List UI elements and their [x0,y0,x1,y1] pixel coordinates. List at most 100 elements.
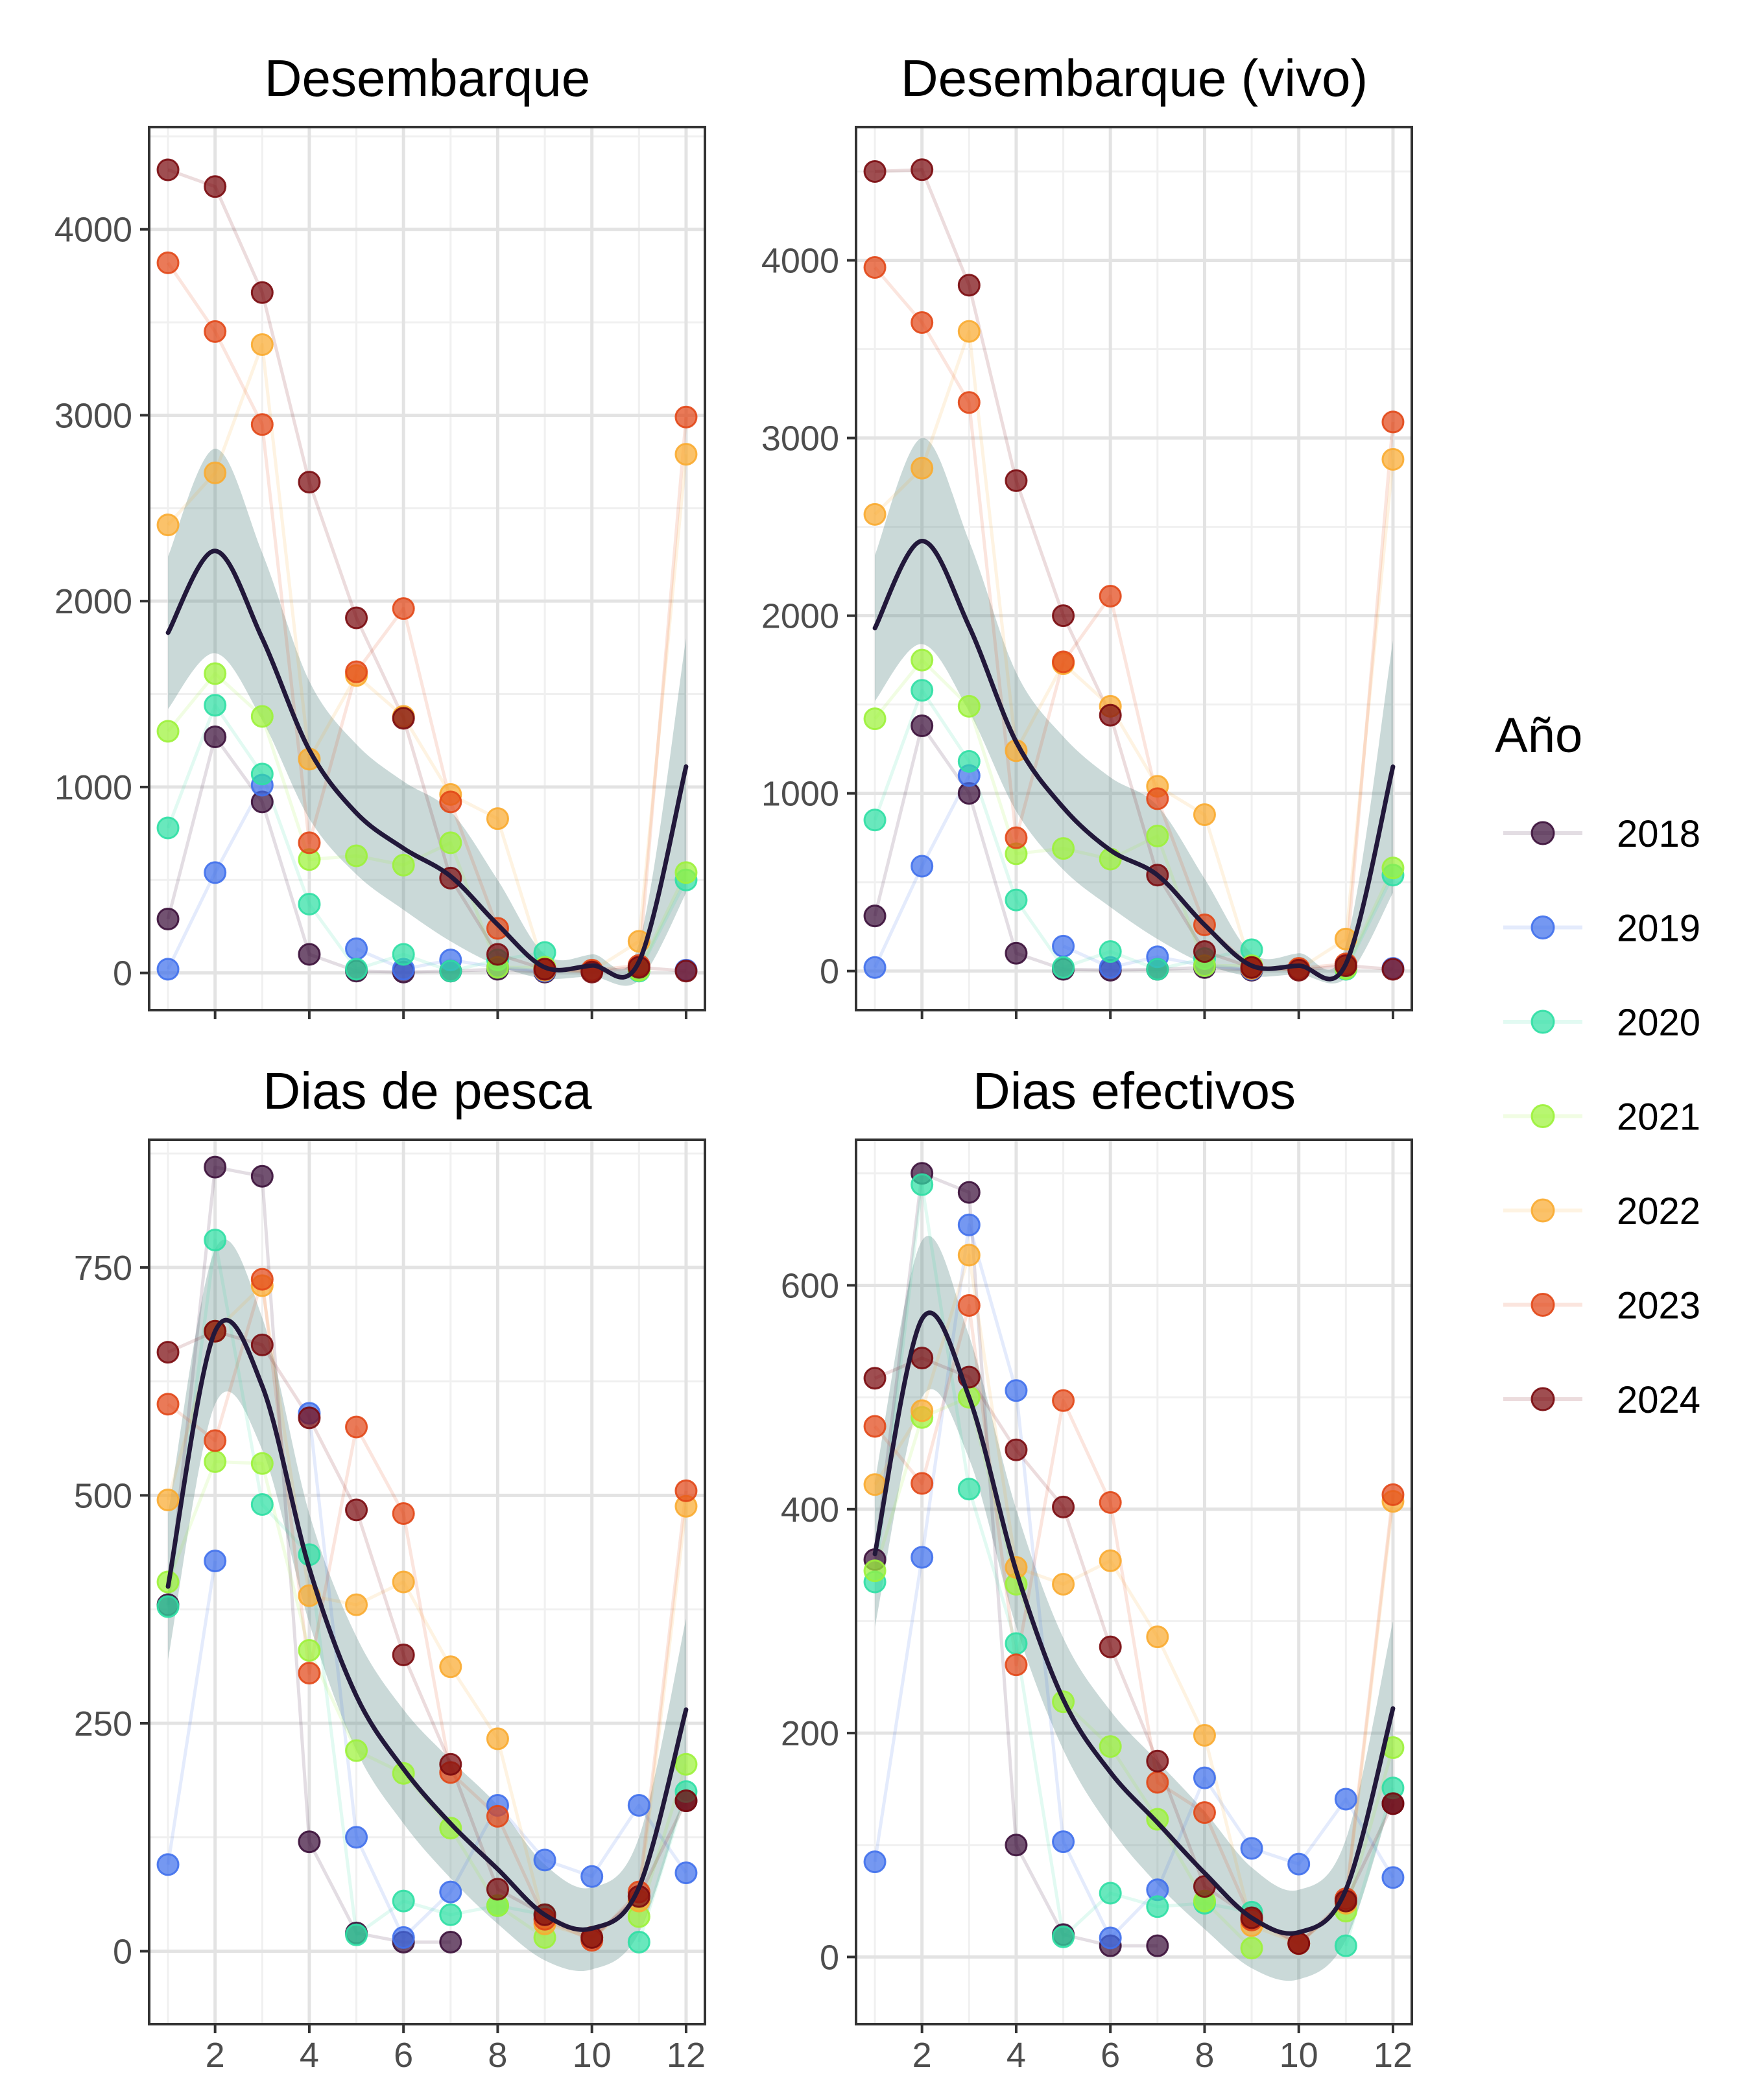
point-2023-m8 [486,1804,509,1828]
point-2021-m1 [156,720,180,743]
point-2019-m6 [392,1926,415,1949]
point-2019-m10 [580,1865,604,1888]
point-2020-m3 [250,762,274,786]
point-2019-m5 [1052,934,1075,958]
point-2021-m12 [1381,856,1405,880]
point-2021-m1 [863,707,887,731]
series-line-2020 [637,879,688,972]
point-2020-m7 [439,960,462,983]
point-2019-m12 [674,1861,698,1885]
point-2020-m7 [1146,958,1169,981]
legend-label: 2022 [1617,1190,1700,1233]
panel-title: Dias de pesca [263,1062,592,1120]
point-2022-m1 [863,1473,887,1496]
point-2024-m1 [156,158,180,182]
point-2021-m6 [1099,1735,1122,1758]
point-2024-m1 [863,160,887,183]
point-2023-m2 [204,320,227,343]
point-2021-m12 [674,1752,698,1776]
point-2021-m7 [439,831,462,855]
point-2021-m12 [674,861,698,884]
point-2023-m4 [1005,826,1028,849]
point-2020-m4 [1005,1632,1028,1655]
panel-border [855,126,1413,1011]
point-2020-m2 [911,679,934,702]
point-2024-m4 [298,1406,321,1430]
x-tick-label: 12 [667,2036,706,2075]
point-2024-m7 [1146,1749,1169,1773]
legend-label: 2023 [1617,1285,1700,1327]
point-2022-m1 [156,1488,180,1511]
point-2023-m12 [674,1479,698,1502]
panel-background [856,1140,1412,2024]
y-tick-label: 400 [781,1491,839,1529]
point-2019-m2 [204,1550,227,1573]
point-2020-m1 [156,1595,180,1618]
point-2023-m12 [674,405,698,429]
legend-key-point [1531,821,1555,845]
point-2022-m8 [486,1727,509,1751]
legend-item-2022: 2022 [1503,1190,1700,1233]
point-2023-m5 [1052,650,1075,674]
point-2024-m12 [1381,1792,1405,1815]
point-2024-m5 [345,1498,368,1522]
y-tick-label: 4000 [54,211,132,250]
legend-key-point [1531,915,1555,939]
point-2022-m7 [439,1655,462,1679]
point-2023-m4 [298,1662,321,1685]
point-2019-m3 [957,1213,981,1236]
point-2024-m3 [250,281,274,304]
point-2024-m6 [1099,1635,1122,1658]
point-2022-m7 [1146,1625,1169,1649]
point-2022-m2 [911,456,934,480]
point-2019-m8 [1193,1766,1216,1789]
point-2018-m2 [204,725,227,748]
point-2023-m1 [156,251,180,274]
point-2020-m6 [1099,1882,1122,1905]
point-2024-m12 [674,1789,698,1812]
point-2021-m6 [392,853,415,877]
point-2021-m9 [1240,1937,1263,1960]
point-2022-m3 [957,320,981,343]
y-tick-label: 500 [74,1476,132,1515]
point-2024-m6 [392,707,415,730]
point-2018-m4 [1005,941,1028,965]
point-2023-m4 [1005,1653,1028,1677]
point-2024-m2 [204,175,227,198]
legend-item-2019: 2019 [1503,908,1700,950]
point-2019-m9 [1240,1837,1263,1860]
point-2023-m6 [1099,584,1122,608]
x-tick-label: 12 [1374,2036,1412,2075]
point-2019-m2 [911,1546,934,1569]
series-line-2020 [1344,1787,1395,1946]
point-2019-m12 [1381,1866,1405,1889]
x-tick-label: 8 [1195,2036,1214,2075]
point-2024-m2 [911,1347,934,1370]
point-2020-m5 [345,1923,368,1946]
point-2024-m3 [957,274,981,297]
legend-label: 2021 [1617,1096,1700,1138]
point-2019-m11 [1334,1787,1357,1811]
point-2019-m6 [1099,1926,1122,1950]
legend-item-2023: 2023 [1503,1285,1700,1327]
point-2024-m3 [250,1333,274,1356]
point-2024-m10 [1287,958,1311,982]
point-2018-m7 [1146,1934,1169,1957]
point-2018-m1 [156,907,180,930]
y-tick-label: 2000 [54,582,132,621]
point-2020-m1 [156,816,180,840]
x-tick-label: 6 [1101,2036,1120,2075]
point-2018-m4 [298,943,321,966]
y-tick-label: 4000 [761,242,839,281]
point-2019-m11 [627,1794,650,1817]
point-2020-m3 [957,1478,981,1501]
point-2018-m4 [1005,1834,1028,1857]
y-tick-label: 2000 [761,597,839,636]
trend-line [165,1317,689,1932]
y-tick-label: 200 [781,1714,839,1753]
point-2022-m3 [250,333,274,356]
point-2022-m2 [204,461,227,484]
legend-label: 2019 [1617,908,1700,950]
x-tick-label: 10 [1280,2036,1318,2075]
point-2023-m8 [486,917,509,940]
